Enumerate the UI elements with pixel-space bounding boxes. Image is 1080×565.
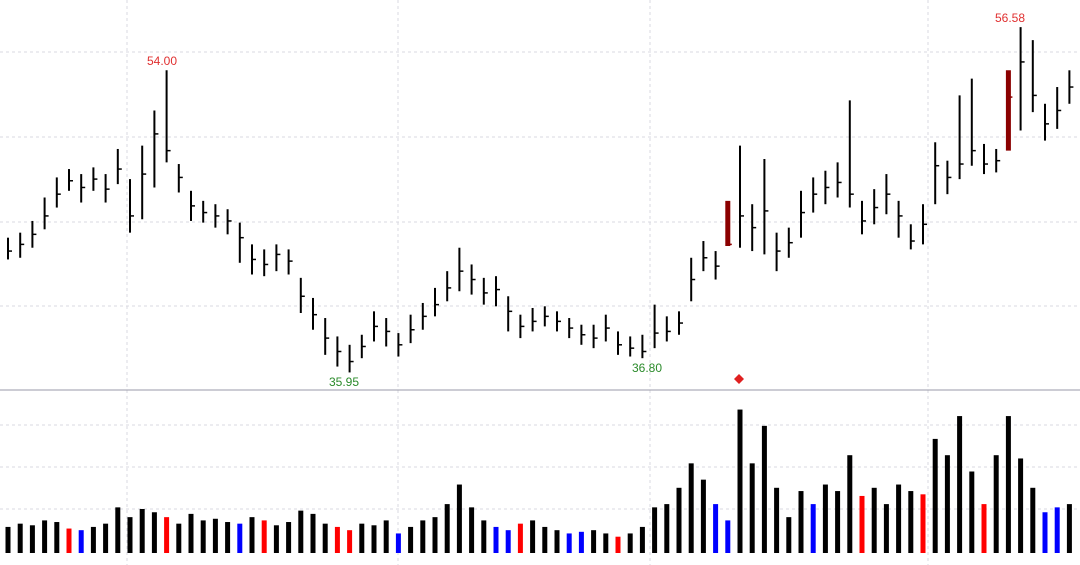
annotation: 36.80 (632, 361, 662, 375)
volume-bar (273, 525, 279, 553)
volume-bar (627, 533, 633, 553)
volume-bar (188, 513, 194, 553)
volume-bar (261, 520, 267, 553)
volume-bar (432, 517, 438, 553)
volume-bar (1005, 416, 1011, 553)
volume-bar (859, 495, 865, 553)
volume-bar (676, 487, 682, 553)
volume-bar (591, 530, 597, 553)
volume-bar (408, 526, 414, 553)
volume-bar (481, 520, 487, 553)
volume-bar (383, 520, 389, 553)
volume-bar (286, 522, 292, 553)
volume-bar (993, 455, 999, 553)
volume-bar (871, 487, 877, 553)
volume-bar (883, 504, 889, 553)
volume-bar (151, 512, 157, 553)
volume-bar (334, 526, 340, 553)
volume-bar (798, 491, 804, 553)
volume-bar (908, 491, 914, 553)
volume-bar (688, 463, 694, 553)
volume-bar (603, 533, 609, 553)
volume-bar (749, 463, 755, 553)
volume-bar (298, 510, 304, 553)
volume-bar (456, 484, 462, 553)
volume-bar (652, 507, 658, 553)
volume-bar (200, 520, 206, 553)
volume-bar (78, 530, 84, 553)
volume-bar (530, 520, 536, 553)
volume-bar (469, 507, 475, 553)
volume-bar (932, 438, 938, 553)
volume-bar (395, 533, 401, 553)
volume-bar (237, 523, 243, 553)
volume-bar (1018, 458, 1024, 553)
signal-marker (734, 374, 744, 384)
volume-bar (1042, 512, 1048, 553)
volume-bar (493, 526, 499, 553)
volume-bar (444, 504, 450, 553)
volume-bar (29, 525, 35, 553)
volume-bar (810, 504, 816, 553)
volume-bar (17, 523, 23, 553)
volume-bar (225, 522, 231, 553)
volume-bar (896, 484, 902, 553)
volume-bar (371, 525, 377, 553)
volume-bar (786, 517, 792, 553)
volume-bar (1054, 507, 1060, 553)
volume-bar (127, 517, 133, 553)
volume-bar (115, 507, 121, 553)
volume-bar (578, 531, 584, 553)
volume-bar (847, 455, 853, 553)
volume-bar (505, 530, 511, 553)
volume-bar (981, 504, 987, 553)
volume-bar (920, 494, 926, 553)
volume-bar (944, 455, 950, 553)
volume-bar (737, 409, 743, 553)
volume-bar (176, 523, 182, 553)
volume-bar (835, 491, 841, 553)
volume-bar (54, 522, 60, 553)
volume-bar (1066, 504, 1072, 553)
volume-bar (542, 526, 548, 553)
volume-bar (664, 504, 670, 553)
volume-bar (347, 530, 353, 553)
volume-bar (1030, 487, 1036, 553)
volume-bar (639, 526, 645, 553)
volume-bar (322, 523, 328, 553)
volume-bar (90, 526, 96, 553)
annotation: 35.95 (329, 375, 359, 389)
volume-bar (713, 504, 719, 553)
volume-bar (103, 523, 109, 553)
annotation: 54.00 (147, 54, 177, 68)
volume-bar (554, 530, 560, 553)
volume-bar (139, 508, 145, 553)
volume-bar (700, 479, 706, 553)
volume-bar (957, 416, 963, 553)
volume-bar (212, 518, 218, 553)
volume-bar (310, 513, 316, 553)
volume-bar (359, 523, 365, 553)
volume-bar (566, 533, 572, 553)
volume-bar (761, 425, 767, 553)
volume-bar (517, 523, 523, 553)
annotation: 56.58 (995, 11, 1025, 25)
volume-bar (969, 471, 975, 553)
volume-bar (249, 517, 255, 553)
volume-bar (42, 520, 48, 553)
volume-bar (774, 487, 780, 553)
volume-bar (725, 520, 731, 553)
volume-bar (5, 526, 11, 553)
volume-bar (66, 528, 72, 553)
volume-bar (420, 520, 426, 553)
volume-bar (822, 484, 828, 553)
volume-bar (164, 517, 170, 553)
volume-bar (615, 536, 621, 553)
